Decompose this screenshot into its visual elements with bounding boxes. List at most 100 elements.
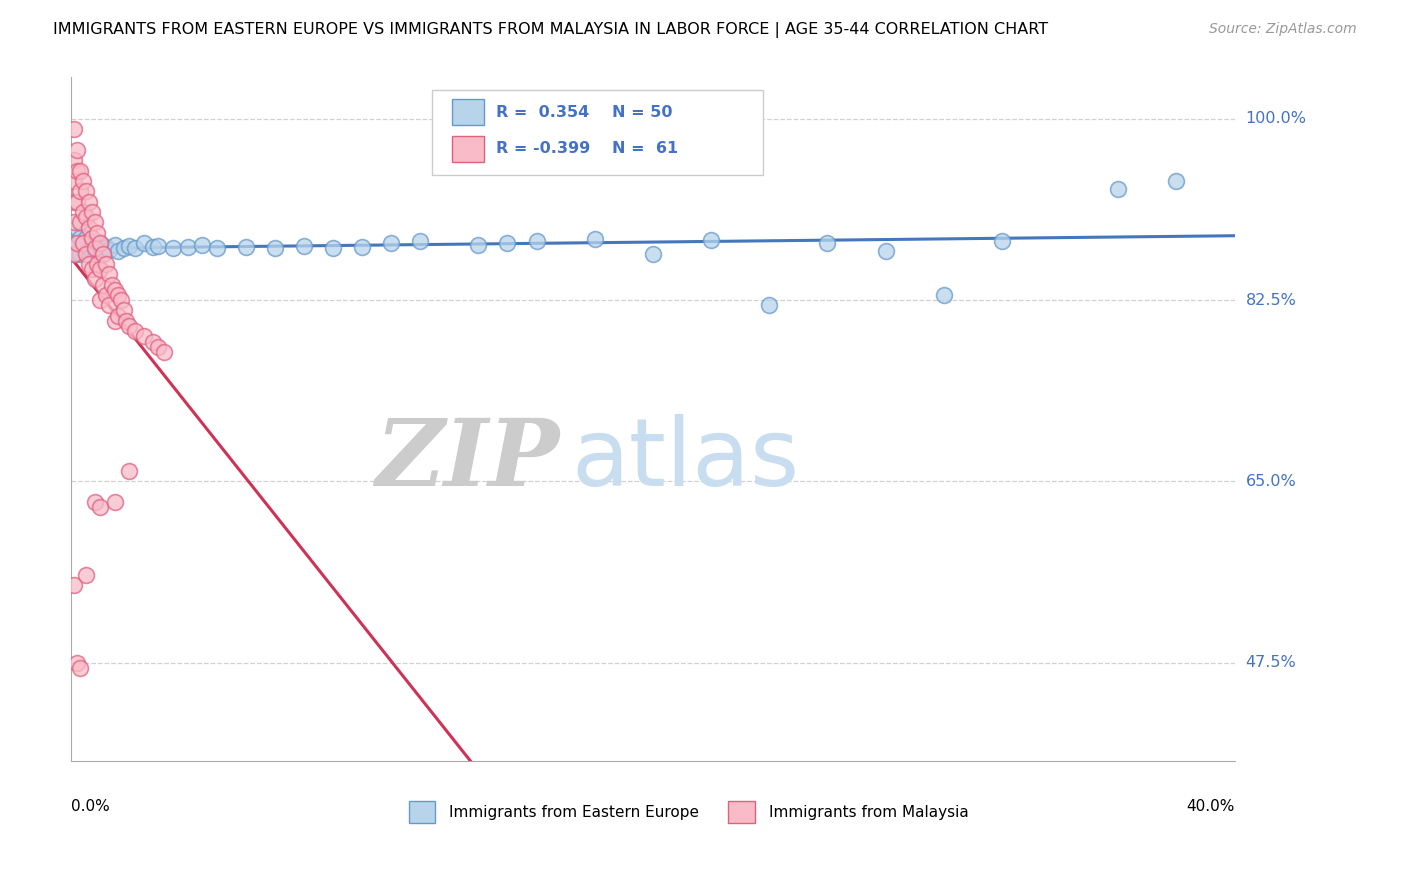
Point (69, 246, 91, 260)
Point (66, 143, 89, 157)
Point (83, 495, 105, 509)
Point (63, 246, 86, 260)
Point (89, 262, 111, 277)
Point (107, 244, 129, 259)
Point (815, 236, 838, 251)
FancyBboxPatch shape (728, 801, 755, 823)
Point (75, 211, 97, 225)
Point (409, 234, 432, 248)
Point (66, 220, 89, 235)
Point (124, 241, 146, 255)
Point (77, 257, 100, 271)
Text: R =  0.354: R = 0.354 (496, 104, 589, 120)
Point (63, 122, 86, 136)
Point (110, 293, 132, 307)
Text: 65.0%: 65.0% (1246, 474, 1296, 489)
Point (101, 277, 124, 292)
Point (75, 246, 97, 260)
Point (526, 234, 548, 248)
Point (292, 239, 315, 253)
Point (66, 194, 89, 209)
Text: Immigrants from Eastern Europe: Immigrants from Eastern Europe (449, 805, 699, 820)
Point (142, 240, 165, 254)
Point (89, 236, 111, 251)
Point (352, 240, 374, 254)
Point (66, 163, 89, 178)
Point (75, 246, 97, 260)
Text: Source: ZipAtlas.com: Source: ZipAtlas.com (1209, 22, 1357, 37)
Point (63, 194, 86, 209)
Point (80, 238, 103, 252)
Point (104, 495, 127, 509)
Point (758, 298, 780, 312)
Point (72, 236, 94, 251)
Point (83, 272, 105, 286)
Point (72, 205, 94, 219)
Point (63, 153, 86, 168)
Point (380, 236, 402, 251)
Text: 0.0%: 0.0% (72, 798, 110, 814)
Point (118, 318, 141, 333)
Point (77, 241, 100, 255)
Text: N = 50: N = 50 (612, 104, 672, 120)
Point (66, 246, 89, 260)
Text: Immigrants from Malaysia: Immigrants from Malaysia (769, 805, 969, 820)
Point (583, 232, 606, 246)
Text: 82.5%: 82.5% (1246, 293, 1296, 308)
Point (63, 236, 86, 251)
Point (142, 334, 165, 349)
Point (80, 231, 103, 245)
Point (80, 262, 103, 277)
Point (162, 241, 184, 255)
FancyBboxPatch shape (451, 136, 484, 161)
Point (205, 241, 228, 255)
Point (72, 174, 94, 188)
Point (124, 324, 146, 338)
Point (89, 293, 111, 307)
Point (191, 238, 214, 252)
Point (235, 240, 257, 254)
Text: IMMIGRANTS FROM EASTERN EUROPE VS IMMIGRANTS FROM MALAYSIA IN LABOR FORCE | AGE : IMMIGRANTS FROM EASTERN EUROPE VS IMMIGR… (53, 22, 1049, 38)
Point (1166, 174, 1188, 188)
Text: atlas: atlas (571, 414, 800, 507)
Point (80, 205, 103, 219)
Point (75, 185, 97, 199)
Point (83, 241, 105, 255)
Point (700, 233, 723, 247)
Point (63, 241, 86, 255)
Point (1107, 182, 1129, 196)
Point (63, 174, 86, 188)
Point (91, 243, 114, 257)
Point (75, 231, 97, 245)
Point (176, 240, 198, 254)
Point (875, 244, 897, 259)
Point (77, 220, 100, 235)
Point (69, 163, 91, 178)
Point (107, 288, 129, 302)
Point (322, 241, 344, 255)
FancyBboxPatch shape (451, 99, 484, 125)
Point (132, 329, 155, 343)
Text: N =  61: N = 61 (612, 141, 678, 156)
Point (69, 185, 91, 199)
Point (104, 238, 127, 252)
Point (118, 464, 141, 478)
Point (112, 241, 135, 255)
Point (932, 288, 955, 302)
Point (86, 240, 108, 254)
Point (98, 298, 121, 312)
Point (132, 236, 155, 251)
Point (641, 246, 664, 260)
Point (89, 236, 111, 251)
Point (63, 215, 86, 229)
Point (86, 257, 108, 271)
Point (263, 241, 285, 255)
FancyBboxPatch shape (432, 90, 763, 175)
Point (83, 215, 105, 229)
Point (94, 257, 117, 271)
Point (66, 656, 89, 670)
Text: 100.0%: 100.0% (1246, 112, 1306, 127)
Point (91, 277, 114, 292)
Point (98, 244, 121, 258)
Point (148, 340, 170, 354)
